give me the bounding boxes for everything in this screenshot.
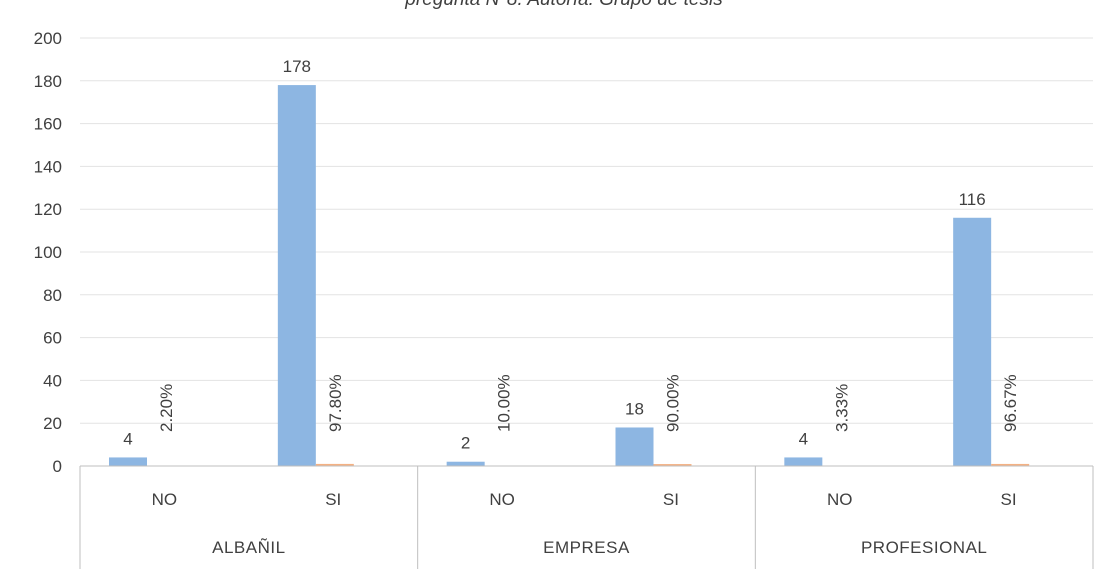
data-label-count: 4 <box>123 429 132 448</box>
data-label-count: 178 <box>283 57 311 76</box>
bar-count <box>953 217 992 466</box>
data-label-count: 116 <box>959 190 986 209</box>
data-label-percent: 3.33% <box>832 384 851 432</box>
x-group-label: EMPRESA <box>543 538 630 557</box>
data-label-percent: 90.00% <box>664 374 683 432</box>
bar-percent <box>315 463 354 466</box>
x-category-label: SI <box>1001 490 1017 509</box>
x-group-label: PROFESIONAL <box>861 538 987 557</box>
y-tick-label: 20 <box>43 414 62 433</box>
x-axis: NO SI NO SI NO SI ALBAÑIL EMPRESA PROFESIONAL <box>79 465 1094 569</box>
y-tick-label: 160 <box>34 115 62 134</box>
bar-count <box>446 461 485 466</box>
y-tick-label: 200 <box>34 29 62 48</box>
data-label-count: 18 <box>625 399 644 418</box>
x-category-label: SI <box>663 490 679 509</box>
x-category-label: NO <box>827 490 853 509</box>
y-tick-label: 180 <box>34 72 62 91</box>
y-tick-label: 100 <box>34 243 62 262</box>
bar-count <box>277 85 316 466</box>
x-category-label: NO <box>489 490 515 509</box>
data-label-percent: 97.80% <box>326 374 345 432</box>
data-label-percent: 2.20% <box>157 384 176 432</box>
y-axis: 0 20 40 60 80 100 120 140 160 180 200 <box>34 29 62 476</box>
data-label-percent: 10.00% <box>495 374 514 432</box>
data-label-count: 2 <box>461 434 470 453</box>
y-tick-label: 0 <box>53 457 62 476</box>
y-tick-label: 60 <box>43 329 62 348</box>
bar-count <box>109 457 147 466</box>
bar-percent <box>991 463 1030 466</box>
chart-title: pregunta N°8. Autoría: Grupo de tesis <box>404 0 723 10</box>
y-tick-label: 80 <box>43 286 62 305</box>
data-label-count: 4 <box>799 429 808 448</box>
bar-count <box>784 457 823 466</box>
y-tick-label: 40 <box>43 371 62 390</box>
bars: 4 2.20% 178 97.80% 2 10.00% 18 90.00% 4 3.33% 116 9… <box>109 57 1030 467</box>
x-group-label: ALBAÑIL <box>212 538 285 557</box>
data-label-percent: 96.67% <box>1001 374 1020 432</box>
bar-count <box>615 427 654 466</box>
x-category-label: NO <box>152 490 178 509</box>
y-tick-label: 140 <box>34 157 62 176</box>
y-tick-label: 120 <box>34 200 62 219</box>
gridlines <box>80 37 1093 424</box>
x-category-label: SI <box>325 490 341 509</box>
bar-percent <box>653 464 692 466</box>
